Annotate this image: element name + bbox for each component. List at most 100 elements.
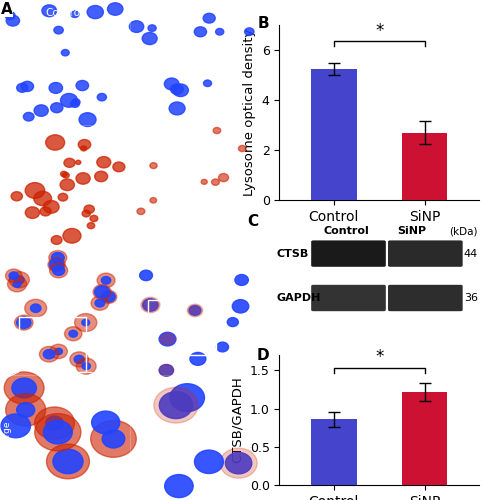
Circle shape — [129, 21, 144, 32]
Circle shape — [51, 252, 64, 263]
Circle shape — [14, 315, 33, 330]
Text: A: A — [1, 2, 13, 17]
Circle shape — [25, 182, 45, 198]
Circle shape — [9, 272, 18, 280]
Circle shape — [142, 32, 157, 44]
Circle shape — [9, 272, 29, 288]
Circle shape — [164, 78, 179, 90]
FancyBboxPatch shape — [311, 240, 386, 267]
Circle shape — [70, 352, 88, 367]
Text: (kDa): (kDa) — [450, 226, 478, 236]
Circle shape — [219, 174, 229, 182]
Circle shape — [52, 266, 65, 276]
Text: Control: Control — [45, 8, 83, 18]
Circle shape — [143, 298, 158, 311]
Text: *: * — [375, 348, 383, 366]
Text: 36: 36 — [464, 293, 478, 303]
Circle shape — [84, 205, 94, 214]
Circle shape — [204, 80, 212, 86]
Text: SiNP: SiNP — [182, 8, 206, 18]
Circle shape — [34, 407, 74, 440]
Circle shape — [235, 274, 249, 285]
Text: SiNP: SiNP — [398, 226, 427, 236]
Circle shape — [159, 392, 193, 418]
Circle shape — [93, 284, 111, 300]
Circle shape — [201, 180, 207, 184]
Circle shape — [64, 158, 75, 168]
Text: D: D — [257, 348, 269, 364]
Circle shape — [46, 135, 65, 150]
Circle shape — [150, 162, 157, 168]
Bar — [402, 392, 447, 485]
Circle shape — [141, 297, 160, 312]
Circle shape — [12, 378, 36, 398]
Circle shape — [49, 250, 67, 265]
Circle shape — [216, 28, 224, 35]
Circle shape — [43, 420, 72, 444]
Circle shape — [90, 216, 98, 222]
Y-axis label: CTSB/GAPDH: CTSB/GAPDH — [231, 376, 244, 464]
Circle shape — [40, 207, 51, 216]
Text: Control: Control — [323, 226, 369, 236]
Circle shape — [97, 94, 106, 101]
Circle shape — [91, 420, 136, 458]
Circle shape — [72, 99, 80, 105]
Circle shape — [79, 112, 96, 126]
Circle shape — [5, 394, 46, 426]
Circle shape — [140, 270, 153, 280]
Circle shape — [61, 50, 69, 56]
Circle shape — [226, 452, 252, 474]
Circle shape — [70, 100, 79, 108]
Circle shape — [16, 84, 28, 92]
Bar — [18, 317, 86, 372]
FancyBboxPatch shape — [388, 285, 463, 311]
Circle shape — [46, 416, 63, 430]
Circle shape — [220, 448, 257, 478]
Circle shape — [154, 388, 198, 423]
Circle shape — [48, 258, 65, 272]
Circle shape — [74, 356, 84, 364]
Circle shape — [159, 332, 176, 346]
Circle shape — [60, 94, 77, 108]
Circle shape — [11, 192, 22, 201]
Circle shape — [7, 276, 26, 292]
Circle shape — [95, 171, 108, 181]
Circle shape — [60, 172, 67, 176]
Circle shape — [92, 411, 120, 434]
Circle shape — [64, 326, 82, 341]
Circle shape — [6, 16, 19, 26]
Circle shape — [102, 430, 125, 448]
Bar — [402, 132, 447, 200]
Circle shape — [82, 320, 90, 326]
Circle shape — [87, 6, 103, 18]
Circle shape — [54, 26, 63, 34]
Circle shape — [82, 210, 90, 217]
Circle shape — [95, 300, 105, 307]
Circle shape — [76, 172, 90, 184]
Circle shape — [34, 105, 48, 117]
Circle shape — [87, 222, 95, 228]
Circle shape — [213, 128, 221, 134]
Circle shape — [53, 450, 83, 473]
FancyBboxPatch shape — [311, 285, 386, 311]
Circle shape — [81, 146, 87, 151]
Circle shape — [187, 304, 203, 316]
Circle shape — [35, 414, 81, 451]
Circle shape — [203, 14, 215, 23]
Circle shape — [161, 334, 175, 344]
Circle shape — [13, 281, 21, 287]
Circle shape — [34, 192, 51, 205]
Circle shape — [69, 330, 77, 337]
Circle shape — [173, 84, 189, 96]
Circle shape — [78, 140, 91, 149]
Circle shape — [21, 82, 33, 92]
Circle shape — [159, 364, 174, 376]
Circle shape — [63, 228, 81, 243]
Circle shape — [101, 276, 111, 284]
FancyBboxPatch shape — [388, 240, 463, 267]
Circle shape — [58, 194, 68, 201]
Circle shape — [1, 414, 30, 438]
Circle shape — [150, 198, 157, 203]
Text: GAPDH: GAPDH — [276, 293, 320, 303]
Circle shape — [49, 263, 68, 278]
